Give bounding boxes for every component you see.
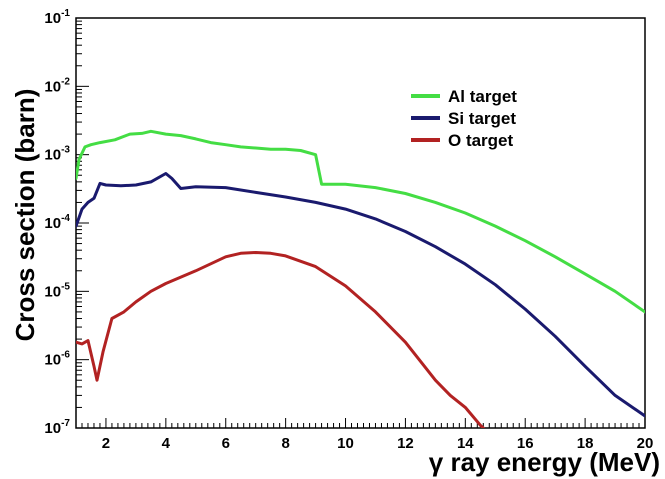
y-axis-ticks: 10-710-610-510-410-310-210-1: [44, 8, 89, 437]
y-tick-base: 10: [44, 283, 61, 300]
y-tick-exponent: -4: [61, 213, 70, 224]
x-tick-label: 18: [577, 435, 594, 452]
y-tick-label: 10-7: [44, 418, 70, 437]
y-tick-exponent: -2: [61, 76, 70, 87]
y-tick-exponent: -5: [61, 281, 70, 292]
legend-label-si-target: Si target: [448, 109, 516, 128]
y-tick-base: 10: [44, 147, 61, 164]
y-tick-base: 10: [44, 10, 61, 27]
y-tick-exponent: -1: [61, 8, 70, 19]
y-tick-label: 10-2: [44, 76, 70, 95]
x-tick-label: 12: [397, 435, 414, 452]
y-tick-label: 10-1: [44, 8, 70, 27]
plot-frame: [75, 17, 646, 429]
y-tick-label: 10-3: [44, 145, 70, 164]
y-tick-base: 10: [44, 420, 61, 437]
y-axis-label: Cross section (barn): [10, 89, 40, 342]
y-tick-exponent: -3: [61, 145, 70, 156]
y-tick-base: 10: [44, 215, 61, 232]
x-tick-label: 2: [102, 435, 110, 452]
y-tick-base: 10: [44, 78, 61, 95]
x-tick-label: 10: [337, 435, 354, 452]
y-tick-base: 10: [44, 352, 61, 369]
legend-label-al-target: Al target: [448, 87, 517, 106]
y-tick-label: 10-4: [44, 213, 70, 232]
x-tick-label: 6: [222, 435, 230, 452]
x-tick-label: 4: [162, 435, 171, 452]
series-layer: [76, 129, 645, 428]
y-tick-label: 10-5: [44, 281, 70, 300]
legend: Al target Si target O target: [411, 87, 517, 150]
x-tick-label: 14: [457, 435, 474, 452]
x-tick-label: 20: [637, 435, 654, 452]
x-tick-label: 8: [281, 435, 289, 452]
y-tick-exponent: -7: [61, 418, 70, 429]
x-axis-label: γ ray energy (MeV): [429, 447, 660, 477]
series-line-o-target: [76, 251, 485, 428]
legend-label-o-target: O target: [448, 131, 514, 150]
y-tick-label: 10-6: [44, 350, 70, 369]
x-tick-label: 16: [517, 435, 534, 452]
x-axis-ticks: 2 4 6 8 10 12 14 16 18 20: [75, 418, 654, 452]
series-line-al-target: [76, 129, 645, 314]
y-tick-exponent: -6: [61, 350, 70, 361]
series-line-si-target: [76, 172, 645, 418]
